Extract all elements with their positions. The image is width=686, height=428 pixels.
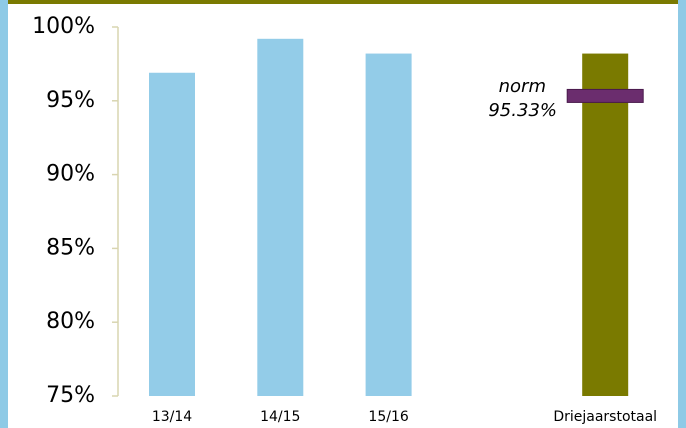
x-tick-label: Driejaarstotaal [553, 409, 657, 425]
x-tick-label: 13/14 [152, 409, 192, 425]
bar [582, 53, 629, 397]
norm-marker [566, 88, 644, 103]
norm-label: norm [499, 76, 546, 97]
x-tick-label: 14/15 [260, 409, 300, 425]
y-tick-label: 80% [46, 309, 95, 334]
panel [8, 0, 678, 428]
y-tick-label: 95% [46, 88, 95, 113]
x-tick-label: 15/16 [368, 409, 408, 425]
bar [149, 72, 195, 397]
y-tick-label: 90% [46, 162, 95, 187]
y-tick-label: 75% [46, 383, 95, 408]
y-tick-label: 100% [32, 14, 95, 39]
top-border [8, 0, 678, 4]
norm-value-label: 95.33% [488, 100, 557, 121]
bar [257, 38, 304, 397]
y-tick-label: 85% [46, 235, 95, 260]
bar [365, 53, 412, 397]
